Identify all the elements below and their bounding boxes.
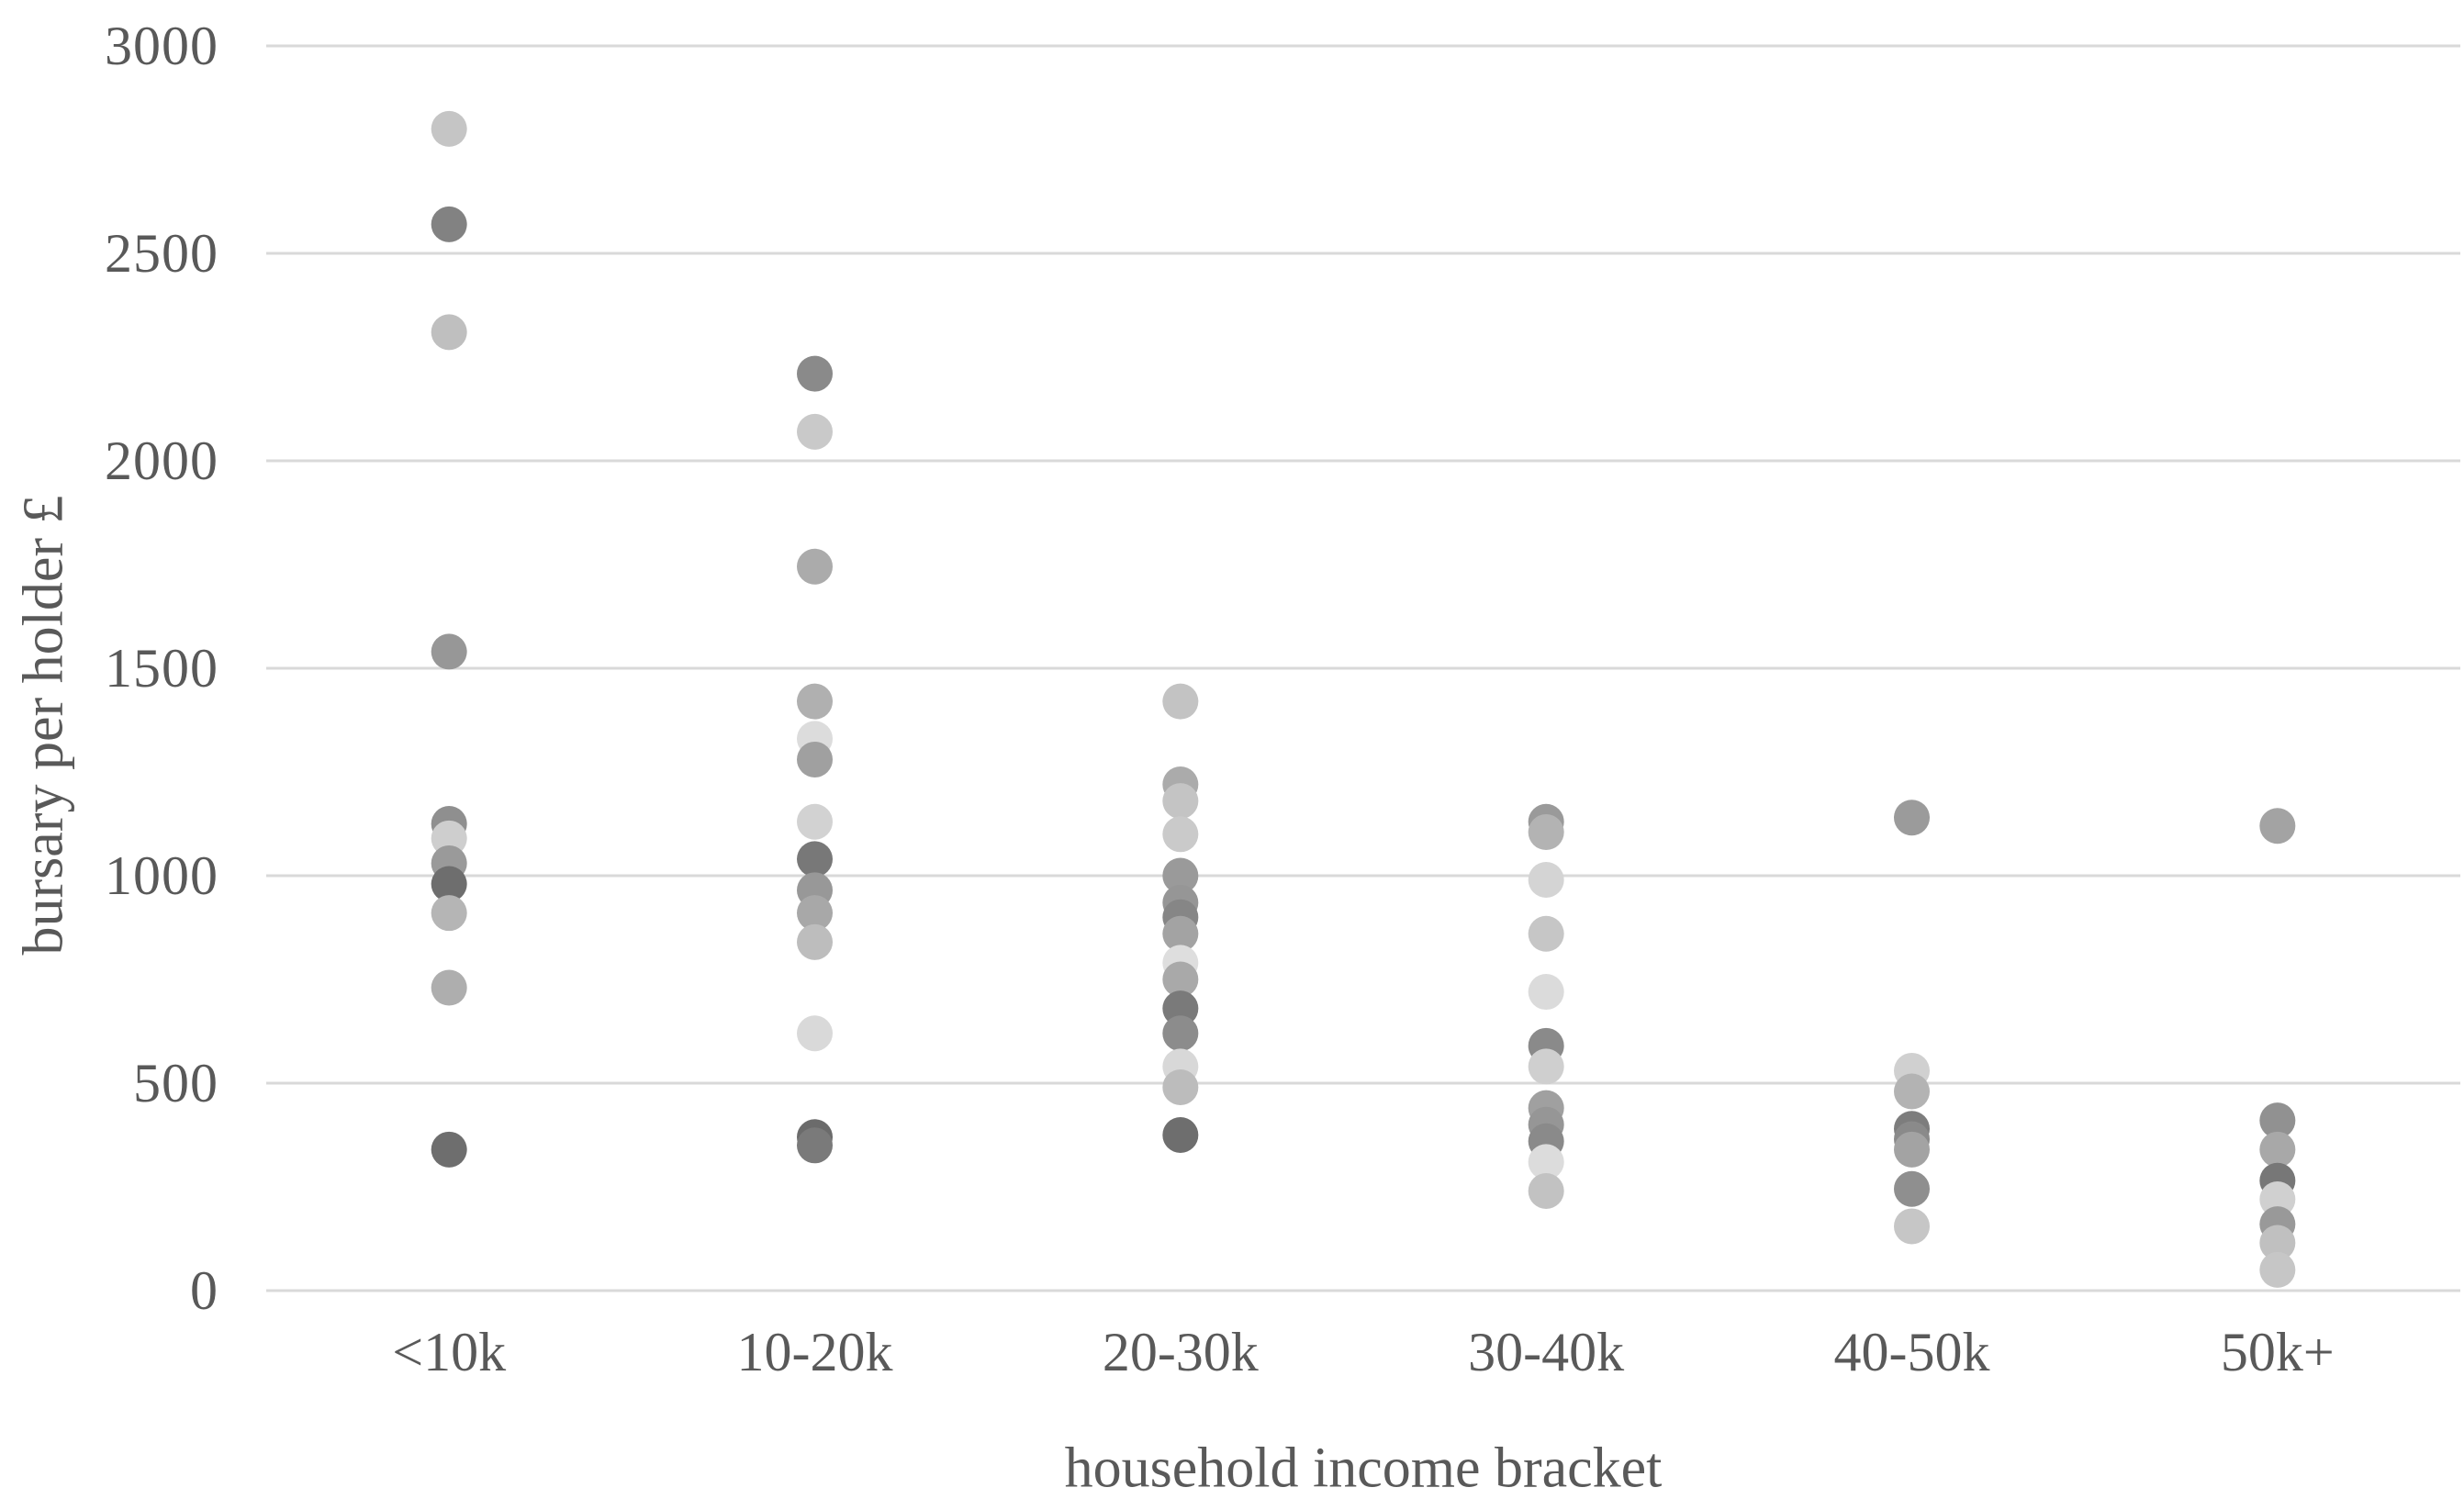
x-category-label: 20-30k: [1102, 1322, 1259, 1382]
data-point: [431, 314, 467, 351]
data-point: [1894, 800, 1930, 836]
data-point: [797, 683, 833, 720]
data-point: [797, 413, 833, 450]
data-point: [1162, 1117, 1199, 1153]
x-axis-title: household income bracket: [1064, 1437, 1663, 1500]
data-point: [1162, 683, 1199, 720]
x-category-label: 40-50k: [1833, 1322, 1990, 1382]
data-point: [1528, 1048, 1564, 1085]
data-point: [797, 741, 833, 777]
x-category-label: 30-40k: [1468, 1322, 1625, 1382]
y-tick-label: 500: [133, 1053, 218, 1113]
data-point: [1528, 814, 1564, 851]
data-point: [1162, 816, 1199, 853]
data-point: [797, 1127, 833, 1164]
data-point: [1162, 990, 1199, 1027]
data-point: [1894, 1131, 1930, 1168]
data-point: [797, 803, 833, 840]
data-point: [797, 1015, 833, 1052]
data-point: [2259, 808, 2296, 844]
data-point: [431, 820, 467, 856]
data-point: [797, 841, 833, 878]
data-point: [1162, 1015, 1199, 1052]
y-tick-label: 1000: [105, 845, 218, 906]
data-point: [2259, 1251, 2296, 1288]
data-point: [431, 1131, 467, 1168]
data-point: [1894, 1073, 1930, 1110]
data-point: [1528, 974, 1564, 1011]
y-tick-label: 3000: [105, 16, 218, 76]
data-point: [1528, 1173, 1564, 1210]
data-point: [1162, 857, 1199, 894]
data-point: [2259, 1102, 2296, 1139]
data-point: [1894, 1170, 1930, 1207]
x-category-label: 10-20k: [736, 1322, 893, 1382]
y-tick-label: 2500: [105, 223, 218, 284]
x-category-label: <10k: [392, 1322, 507, 1382]
data-point: [1894, 1208, 1930, 1245]
x-category-label: 50k+: [2220, 1322, 2335, 1382]
data-point: [1528, 862, 1564, 899]
data-point: [2259, 1181, 2296, 1218]
data-point: [2259, 1131, 2296, 1168]
data-point: [431, 206, 467, 242]
data-point: [1162, 783, 1199, 820]
data-point: [431, 633, 467, 670]
data-point: [797, 548, 833, 585]
data-point: [431, 969, 467, 1006]
data-point: [797, 355, 833, 392]
y-tick-label: 1500: [105, 638, 218, 699]
data-point: [797, 923, 833, 960]
data-point: [1528, 1144, 1564, 1180]
data-point: [431, 866, 467, 902]
data-point: [1528, 915, 1564, 952]
data-point: [2259, 1225, 2296, 1261]
y-tick-label: 0: [190, 1260, 218, 1321]
y-tick-label: 2000: [105, 431, 218, 491]
y-axis-title: bursary per holder £: [12, 495, 75, 956]
data-point: [431, 895, 467, 932]
data-point: [1162, 961, 1199, 998]
data-point: [1162, 915, 1199, 952]
data-point: [431, 110, 467, 147]
data-point: [797, 895, 833, 932]
data-point: [1162, 1069, 1199, 1106]
